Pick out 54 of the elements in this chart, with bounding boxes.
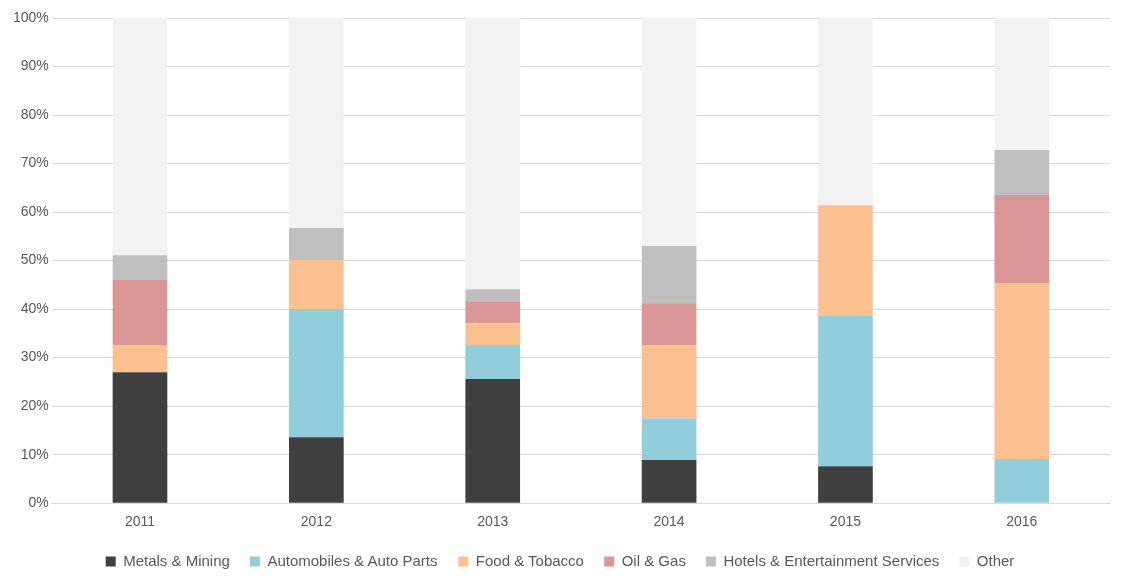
bar — [818, 205, 873, 316]
bar — [994, 282, 1050, 460]
bar — [641, 18, 697, 247]
y-tick-label: 80% — [20, 105, 49, 122]
y-tick-label: 30% — [20, 348, 49, 365]
legend-label: Food & Tobacco — [475, 551, 584, 569]
bar — [289, 228, 344, 261]
y-tick-label: 40% — [20, 299, 49, 316]
y-tick-label: 70% — [20, 154, 49, 171]
bar — [641, 246, 697, 304]
x-tick-label: 2015 — [829, 513, 862, 530]
y-tick-label: 60% — [20, 202, 49, 219]
bar — [641, 460, 697, 503]
y-tick-label: 0% — [28, 494, 49, 511]
bar — [112, 280, 168, 346]
legend-label: Hotels & Entertainment Services — [723, 551, 940, 569]
bar — [818, 18, 873, 206]
bar — [641, 303, 697, 346]
bar — [465, 323, 521, 346]
bar — [994, 195, 1050, 283]
bar — [289, 260, 344, 310]
legend-label: Other — [976, 551, 1015, 569]
bar — [818, 466, 873, 503]
bar — [112, 18, 168, 256]
bar — [465, 301, 521, 324]
bar — [465, 289, 521, 302]
bar — [289, 309, 344, 438]
bar — [112, 372, 168, 503]
bar — [112, 345, 168, 373]
legend-label: Metals & Mining — [123, 551, 230, 569]
bar — [465, 18, 521, 290]
bar — [465, 378, 521, 503]
x-tick-label: 2011 — [124, 513, 156, 530]
y-tick-label: 20% — [20, 397, 49, 414]
bar — [289, 437, 344, 503]
y-tick-label: 100% — [12, 8, 49, 25]
bar — [641, 345, 697, 419]
x-tick-label: 2013 — [477, 513, 509, 530]
bar — [994, 459, 1050, 503]
legend-label: Oil & Gas — [621, 551, 686, 569]
y-tick-label: 10% — [20, 445, 49, 462]
bar — [994, 18, 1050, 150]
bar — [289, 18, 344, 229]
legend-label: Automobiles & Auto Parts — [267, 551, 438, 569]
y-tick-label: 50% — [20, 251, 49, 268]
bar — [641, 418, 697, 461]
x-tick-label: 2014 — [653, 513, 685, 530]
bar — [465, 345, 521, 379]
y-tick-label: 90% — [20, 57, 49, 74]
x-tick-label: 2012 — [300, 513, 333, 530]
x-tick-label: 2016 — [1006, 513, 1038, 530]
bar — [818, 315, 873, 467]
bar — [994, 149, 1050, 196]
bar — [112, 255, 168, 281]
